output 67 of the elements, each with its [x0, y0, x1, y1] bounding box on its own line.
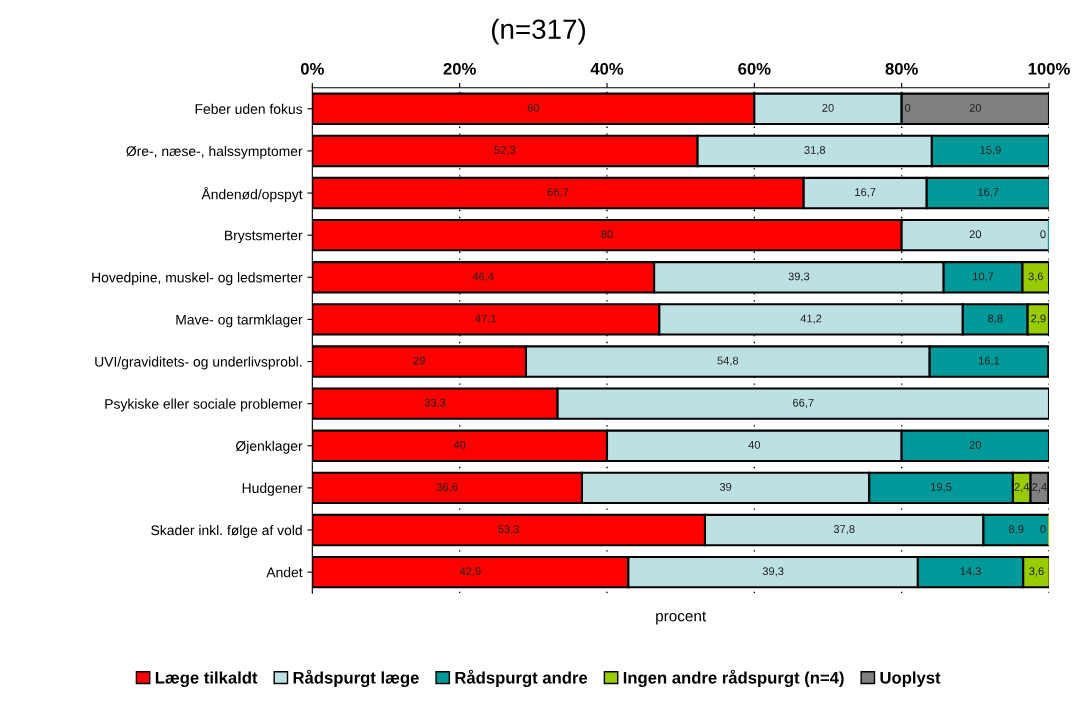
y-tick-label: Psykiske eller sociale problemer [105, 398, 303, 412]
data-label: 8,9 [1008, 525, 1024, 535]
data-label: 20 [969, 230, 982, 239]
x-tick-label: 0% [300, 62, 324, 75]
data-label: 39,3 [762, 567, 784, 577]
data-label: 15,9 [980, 146, 1001, 156]
x-tick-label: 100% [1028, 62, 1070, 75]
data-label: 40 [453, 440, 466, 449]
legend-label: Rådspurgt læge [293, 669, 419, 687]
data-label: 0 [1040, 525, 1046, 533]
y-tick-label: Øjenklager [235, 440, 303, 454]
data-label: 39,3 [788, 272, 810, 282]
data-label: 0 [905, 103, 911, 112]
data-label: 33,3 [424, 398, 446, 408]
data-label: 36,6 [436, 483, 458, 493]
data-label: 10,7 [973, 272, 994, 282]
data-label: 3,6 [1029, 567, 1044, 577]
data-label: 39 [719, 483, 732, 491]
data-label: 31,8 [804, 146, 826, 156]
data-label: 53,3 [498, 525, 519, 535]
data-label: 16,7 [978, 188, 999, 198]
y-tick-label: Brystsmerter [225, 230, 303, 244]
data-label: 52,3 [494, 146, 516, 156]
y-tick-label: Hovedpine, muskel- og ledsmerter [92, 272, 303, 286]
y-tick-label: Øre-, næse-, halssymptomer [126, 145, 303, 159]
y-tick-label: Mave- og tarmklager [176, 314, 303, 328]
data-label: 20 [969, 440, 982, 449]
y-tick-label: UVI/graviditets- og underlivsprobl. [95, 356, 302, 370]
data-label: 66,7 [547, 188, 569, 198]
x-tick-label: 20% [443, 62, 476, 75]
data-label: 42,9 [459, 567, 481, 577]
data-label: 20 [822, 103, 834, 112]
data-label: 47,1 [475, 314, 497, 324]
y-tick-label: Hudgener [242, 482, 303, 496]
data-label: 2,9 [1031, 314, 1046, 324]
data-label: 37,8 [833, 525, 855, 535]
data-label: 60 [527, 103, 540, 112]
x-tick-label: 60% [738, 62, 771, 75]
data-label: 3,6 [1028, 272, 1043, 282]
data-label: 29 [413, 356, 425, 365]
data-label: 14,3 [960, 567, 981, 577]
data-label: 19,5 [931, 483, 952, 493]
x-tick-label: 40% [590, 62, 624, 75]
data-label: 66,7 [793, 398, 814, 408]
data-label: 16,1 [979, 356, 1000, 366]
y-tick-label: Skader inkl. følge af vold [151, 524, 302, 538]
data-label: 20 [969, 103, 982, 112]
data-label: 40 [748, 440, 761, 449]
data-label: 54,8 [717, 356, 739, 366]
data-label: 2,4 [1032, 483, 1047, 493]
legend-label: Læge tilkaldt [155, 671, 258, 687]
data-label: 80 [601, 230, 613, 239]
legend-label: Rådspurgt andre [455, 669, 588, 687]
data-label: 8,8 [987, 314, 1003, 324]
x-tick-label: 80% [885, 62, 918, 75]
data-label: 46,4 [472, 272, 494, 282]
x-axis-title: procent [656, 611, 707, 625]
y-tick-label: Åndenød/opspyt [201, 186, 303, 203]
y-tick-label: Feber uden fokus [195, 103, 303, 114]
y-tick-label: Andet [266, 567, 303, 578]
chart-title: (n=317) [491, 18, 586, 45]
data-label: 41,2 [800, 314, 822, 324]
data-label: 2,4 [1014, 483, 1030, 493]
legend-label: Uoplyst [880, 671, 941, 687]
data-label: 16,7 [855, 188, 876, 198]
legend-label: Ingen andre rådspurgt (n=4) [623, 669, 844, 687]
data-label: 0 [1040, 230, 1046, 239]
